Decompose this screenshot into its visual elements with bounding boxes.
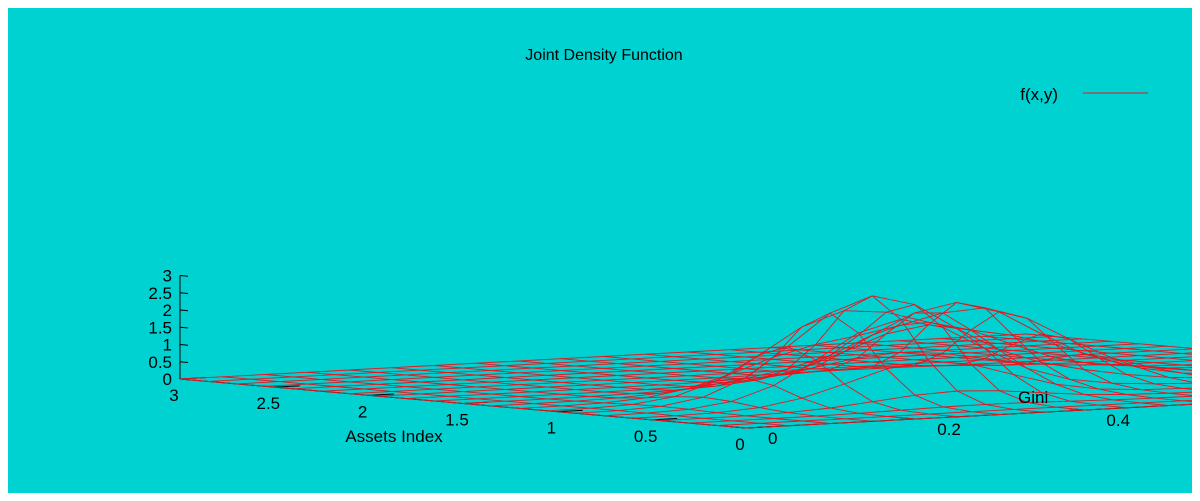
plot-panel: 00.511.522.5332.521.510.5000.20.40.60.81… [8, 8, 1192, 493]
z-tick [179, 275, 189, 277]
surface-line-y [491, 302, 1192, 407]
x-tick-label: 2 [358, 402, 367, 421]
x-tick-label: 0.5 [634, 427, 658, 446]
z-tick [179, 309, 189, 312]
surface-line-x [1025, 333, 1192, 349]
surface-line-y [349, 348, 1192, 395]
x-tick-label: 2.5 [257, 394, 281, 413]
z-tick-label: 2.5 [148, 284, 172, 303]
z-tick [179, 292, 189, 294]
labels-layer: 00.511.522.5332.521.510.5000.20.40.60.81… [148, 47, 1148, 454]
x-tick [557, 409, 583, 413]
surface-line-y [434, 351, 1192, 402]
surface-line-y [717, 399, 1192, 426]
surface-line-y [321, 345, 1168, 392]
surface-line-y [462, 324, 1192, 404]
surface-line-y [406, 356, 1192, 400]
surface-line-y [264, 340, 1111, 387]
z-tick-label: 1.5 [148, 318, 172, 337]
legend-label: f(x,y) [1020, 85, 1058, 104]
surface-line-y [519, 307, 1192, 409]
x-tick [274, 385, 300, 388]
surface-line-y [293, 343, 1140, 390]
surface-line-x [983, 335, 1192, 355]
x-tick-label: 0 [735, 435, 744, 454]
z-tick-label: 0.5 [148, 353, 172, 372]
surface-line-y [661, 390, 1192, 422]
z-tick-label: 3 [163, 267, 172, 286]
z-tick [179, 326, 189, 329]
x-tick-label: 1 [547, 419, 556, 438]
surface-line-y [632, 360, 1192, 419]
surface-plot: 00.511.522.5332.521.510.5000.20.40.60.81… [148, 47, 1192, 454]
x-axis-label: Assets Index [345, 427, 443, 446]
z-tick [179, 361, 189, 363]
y-tick-label: 0.2 [937, 420, 961, 439]
z-tick-label: 1 [163, 336, 172, 355]
y-tick-label: 0 [768, 429, 777, 448]
x-tick [651, 417, 678, 421]
y-axis-label: Gini [1018, 388, 1048, 407]
surface-line-y [179, 333, 1027, 380]
chart-title: Joint Density Function [525, 47, 682, 64]
y-tick-label: 0.4 [1106, 411, 1130, 430]
surface-line-y [604, 318, 1192, 417]
x-tick [368, 393, 395, 396]
surface-line-y [745, 403, 1192, 429]
z-tick-label: 2 [163, 301, 172, 320]
x-tick-label: 1.5 [445, 411, 469, 430]
surface-line-y [208, 335, 1055, 382]
z-tick-label: 0 [163, 370, 172, 389]
surface-line-y [236, 338, 1083, 385]
surface-line-y [576, 295, 1192, 414]
surface-line-x [941, 338, 1192, 361]
surface-line-y [378, 352, 1192, 397]
surface-line-y [689, 395, 1192, 424]
surface-mesh [179, 295, 1192, 429]
z-tick [179, 344, 189, 346]
x-tick-label: 3 [169, 386, 178, 405]
